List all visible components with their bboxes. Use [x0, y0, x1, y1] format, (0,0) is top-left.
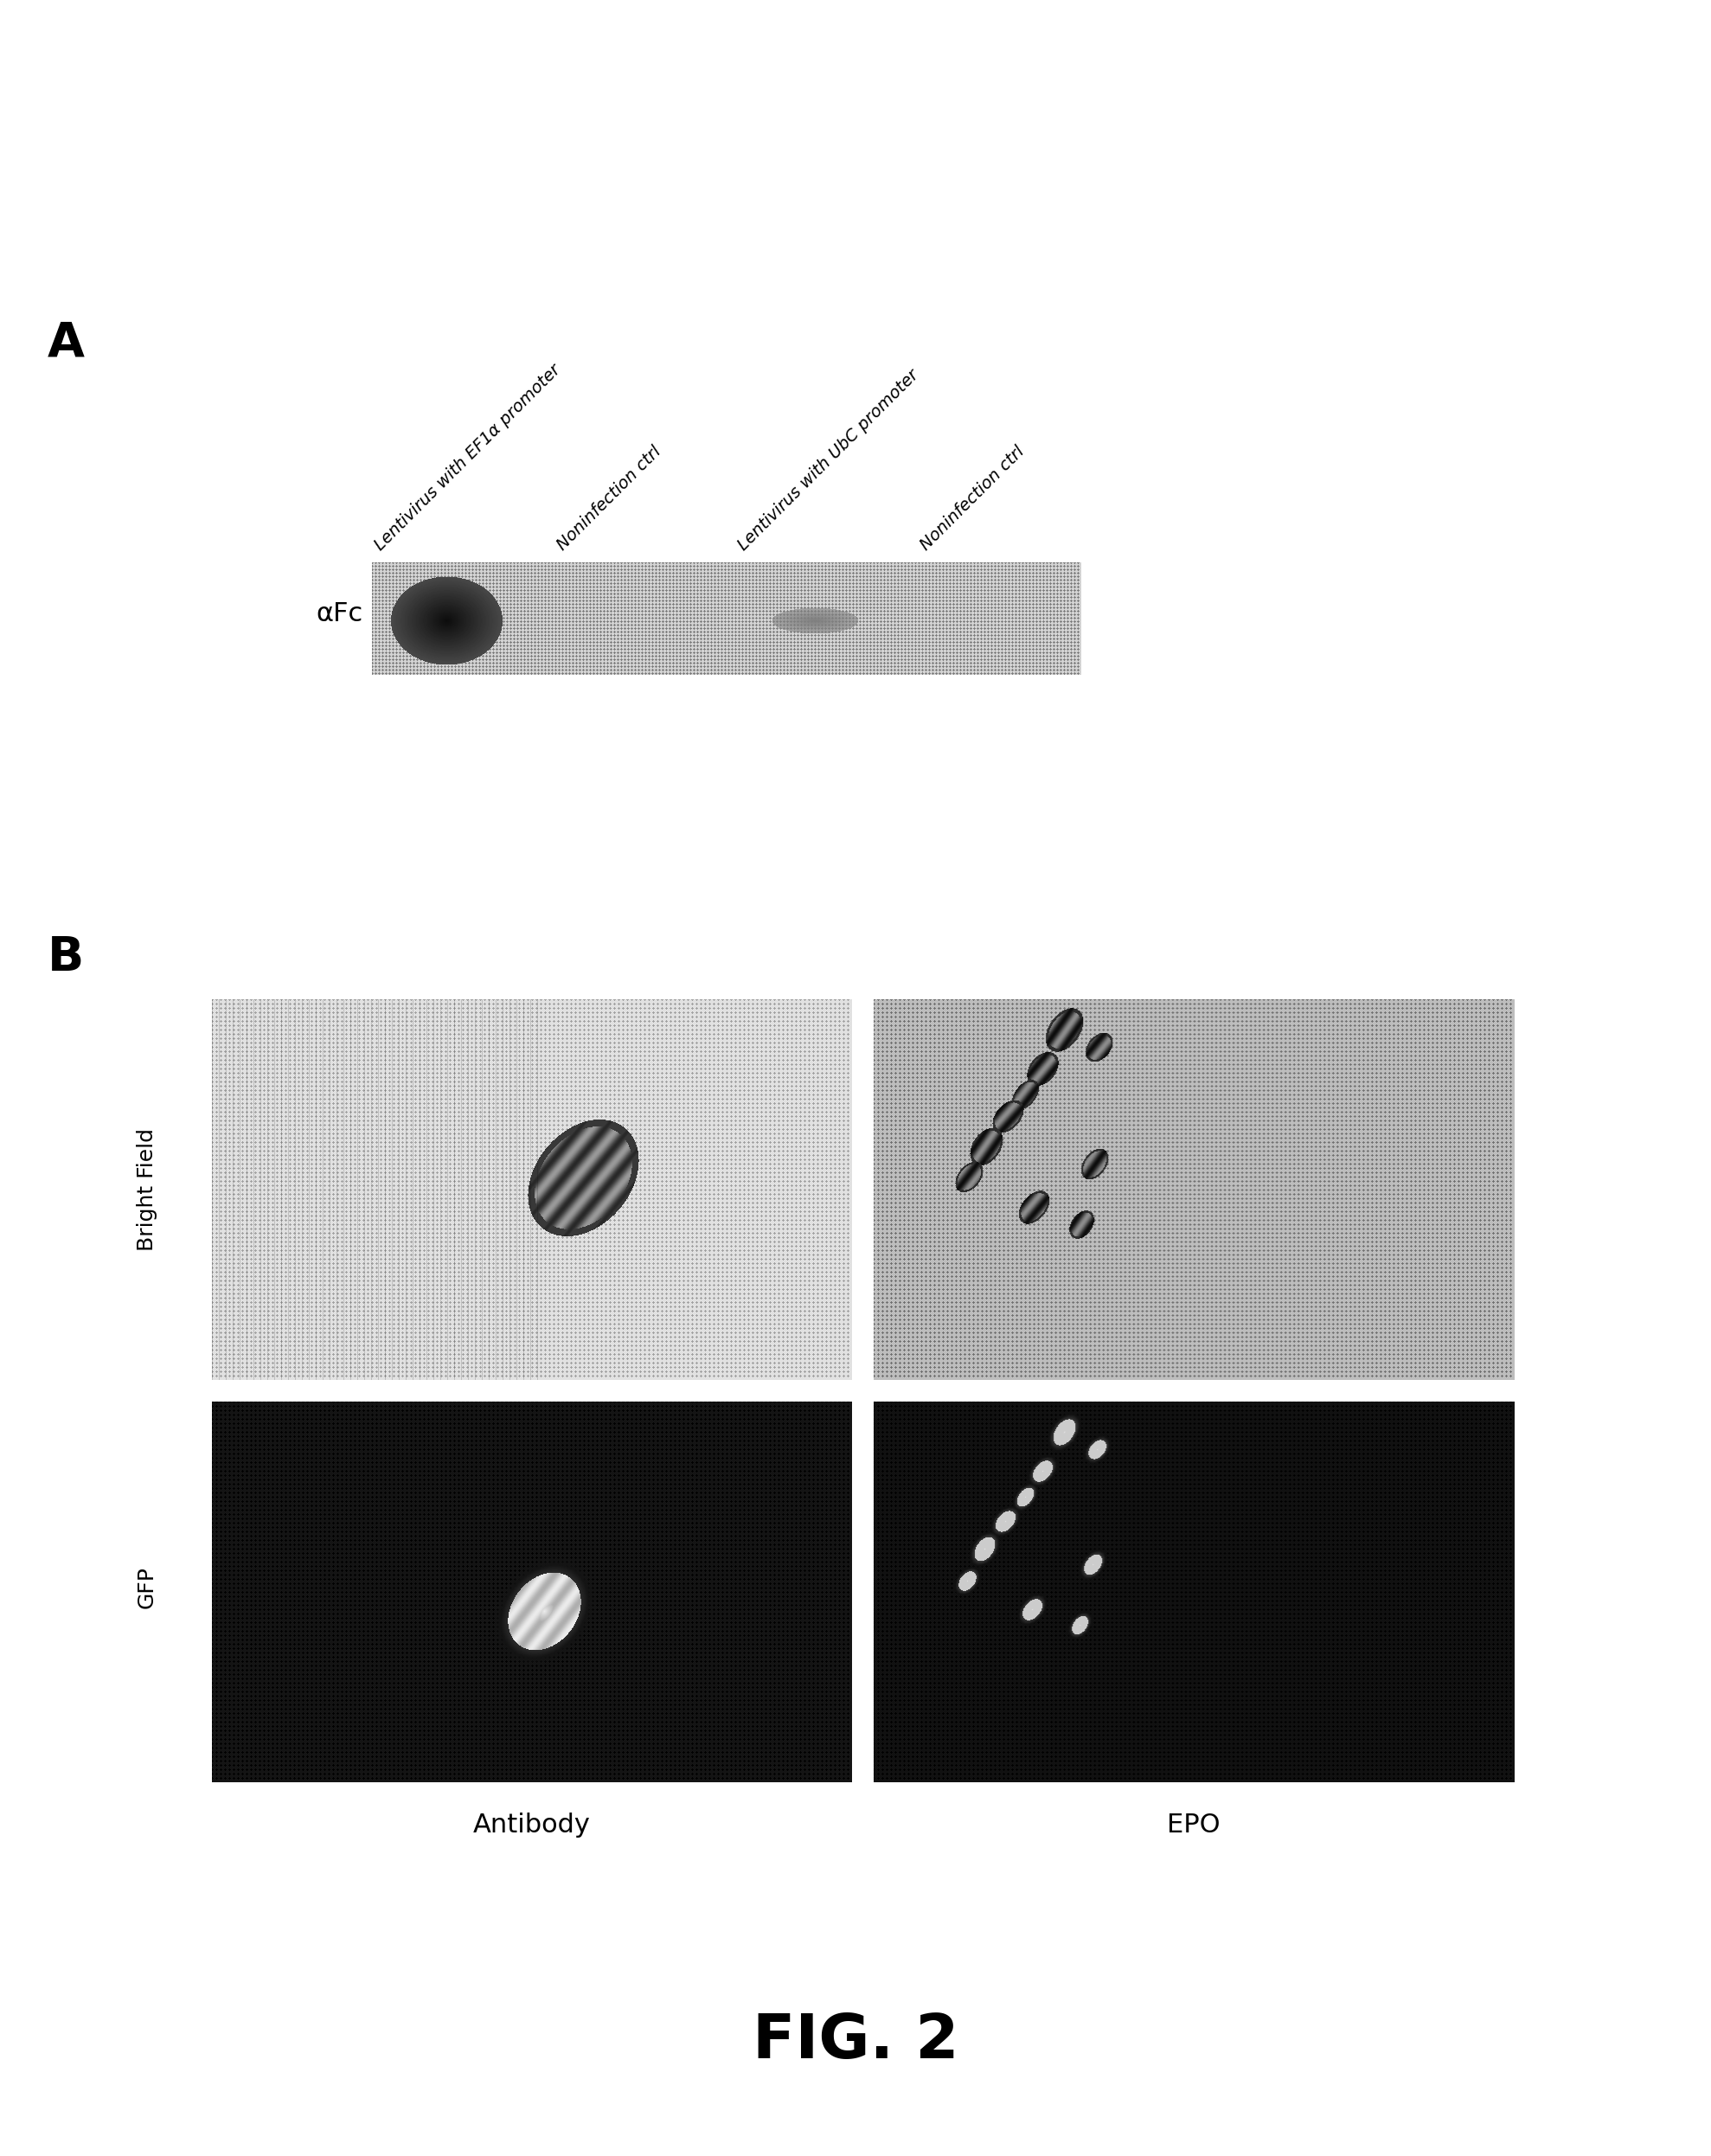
Text: Lentivirus with EF1α promoter: Lentivirus with EF1α promoter	[371, 362, 565, 554]
Text: αFc: αFc	[317, 602, 363, 627]
Text: Noninfection ctrl: Noninfection ctrl	[917, 444, 1027, 554]
Text: Noninfection ctrl: Noninfection ctrl	[554, 444, 664, 554]
Text: Antibody: Antibody	[474, 1813, 590, 1839]
Text: EPO: EPO	[1167, 1813, 1220, 1839]
Text: B: B	[48, 934, 84, 981]
Text: GFP: GFP	[137, 1567, 157, 1608]
Text: Lentivirus with UbC promoter: Lentivirus with UbC promoter	[736, 367, 922, 554]
Text: FIG. 2: FIG. 2	[753, 2012, 958, 2072]
Text: A: A	[48, 319, 86, 367]
Text: Bright Field: Bright Field	[137, 1128, 157, 1250]
